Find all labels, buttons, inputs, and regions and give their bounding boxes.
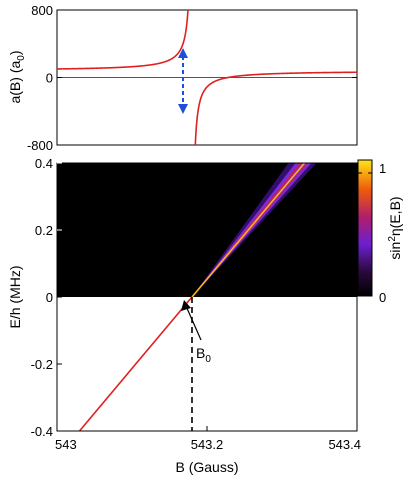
top-y-tick-label: 0: [46, 71, 53, 86]
top-panel: 800 0 -800 a(B) (a0): [7, 3, 358, 153]
heatmap-resonance-band: [191, 163, 317, 297]
bottom-x-tick-label: 543.4: [328, 437, 361, 452]
scattering-length-curve-right: [194, 71, 357, 145]
divergence-arrow: [178, 48, 188, 114]
top-y-ticks: 800 0 -800: [27, 3, 357, 153]
bound-state-line: [78, 296, 193, 431]
colorbar-min-label: 0: [379, 290, 386, 305]
top-y-tick-label: 800: [31, 3, 53, 18]
top-y-axis-label: a(B) (a0): [7, 50, 27, 103]
colorbar-gradient: [357, 159, 373, 297]
x-axis-label: B (Gauss): [175, 459, 238, 475]
heatmap-background: [57, 163, 357, 297]
bottom-y-tick-label: 0.2: [35, 223, 53, 238]
bottom-y-tick-label: 0: [46, 290, 53, 305]
colorbar: 1 0 sin2η(E,B): [357, 159, 403, 305]
bottom-y-ticks: 0.4 0.2 0 -0.2 -0.4: [31, 156, 62, 439]
b0-label: B0: [196, 345, 211, 365]
band-middle: [192, 163, 312, 297]
scattering-length-curve-left: [57, 10, 189, 70]
bottom-y-tick-label: -0.4: [31, 424, 53, 439]
colorbar-max-label: 1: [379, 161, 386, 176]
top-y-tick-label: -800: [27, 138, 53, 153]
bottom-y-tick-label: -0.2: [31, 357, 53, 372]
bottom-x-tick-label: 543: [55, 437, 77, 452]
band-core-line: [191, 163, 306, 297]
bottom-x-tick-label: 543.2: [191, 437, 224, 452]
bottom-x-ticks: 543 543.2 543.4: [55, 426, 361, 452]
band-outer: [192, 163, 317, 297]
bottom-y-axis-label: E/h (MHz): [7, 266, 23, 329]
b0-annotation: B0: [181, 300, 211, 365]
bottom-y-tick-label: 0.4: [35, 156, 53, 171]
bottom-panel: B0 0.4 0.2 0 -0.2 -0.4 543 543.2 543.4 E/h (MH…: [7, 156, 361, 475]
colorbar-label: sin2η(E,B): [387, 196, 403, 259]
